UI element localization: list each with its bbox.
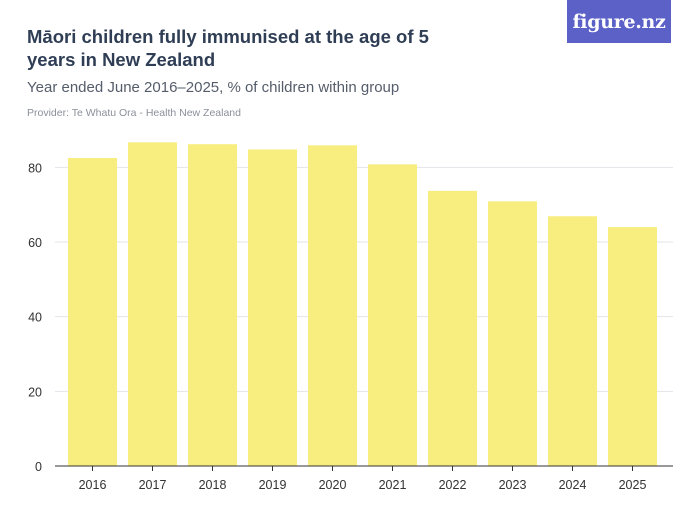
bar-2018[interactable]	[188, 144, 237, 467]
x-tick-label: 2020	[319, 478, 347, 492]
x-tick-label: 2021	[379, 478, 407, 492]
y-tick-label: 40	[28, 311, 42, 325]
data-provider: Provider: Te Whatu Ora - Health New Zeal…	[27, 107, 241, 119]
bar-2017[interactable]	[128, 142, 177, 466]
y-tick-label: 60	[28, 236, 42, 250]
x-tick-label: 2023	[499, 478, 527, 492]
figure-nz-logo[interactable]: figure.nz	[567, 0, 671, 43]
x-tick-label: 2018	[199, 478, 227, 492]
bar-2023[interactable]	[488, 201, 537, 466]
bar-2025[interactable]	[608, 227, 657, 466]
bar-2016[interactable]	[68, 158, 117, 466]
bar-2024[interactable]	[548, 216, 597, 466]
y-tick-label: 20	[28, 385, 42, 399]
x-tick-label: 2016	[79, 478, 107, 492]
x-tick-label: 2017	[139, 478, 167, 492]
bar-2022[interactable]	[428, 190, 477, 466]
bar-2021[interactable]	[368, 164, 417, 466]
chart-subtitle: Year ended June 2016–2025, % of children…	[27, 79, 400, 96]
chart-title: Māori children fully immunised at the ag…	[27, 26, 429, 70]
x-tick-label: 2025	[619, 478, 647, 492]
x-tick-label: 2022	[439, 478, 467, 492]
bar-2020[interactable]	[308, 145, 357, 466]
x-tick-label: 2024	[559, 478, 587, 492]
x-tick-label: 2019	[259, 478, 287, 492]
bar-2019[interactable]	[248, 149, 297, 466]
y-tick-label: 80	[28, 161, 42, 175]
y-tick-label: 0	[35, 460, 42, 474]
